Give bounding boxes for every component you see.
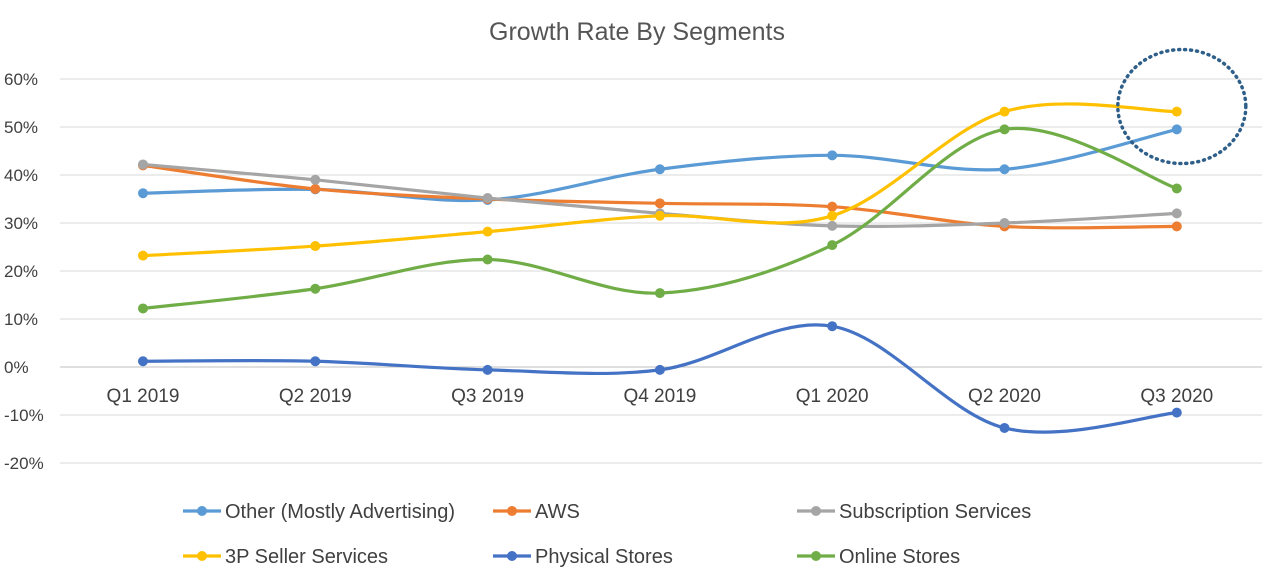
highlight-circle bbox=[1116, 47, 1248, 166]
x-tick-label: Q2 2019 bbox=[279, 386, 352, 407]
x-tick-label: Q2 2020 bbox=[968, 386, 1041, 407]
data-point bbox=[827, 210, 838, 221]
x-tick-label: Q1 2019 bbox=[107, 386, 180, 407]
y-tick-label: 50% bbox=[4, 118, 38, 137]
series-line bbox=[141, 323, 1179, 434]
data-point bbox=[827, 201, 838, 212]
y-tick-label: 30% bbox=[4, 214, 38, 233]
legend-swatch-marker bbox=[811, 506, 821, 516]
chart-title: Growth Rate By Segments bbox=[489, 18, 785, 46]
legend: Other (Mostly Advertising) AWS Subscriptio… bbox=[183, 501, 1031, 568]
y-tick-label: -10% bbox=[4, 406, 44, 425]
y-axis-ticks: 60% 50% 40% 30% 20% 10% 0% -10% -20% bbox=[4, 70, 44, 473]
data-point bbox=[827, 150, 838, 161]
legend-label: Online Stores bbox=[839, 546, 960, 568]
data-point bbox=[999, 106, 1010, 117]
legend-label: 3P Seller Services bbox=[225, 546, 388, 568]
y-tick-label: 10% bbox=[4, 310, 38, 329]
data-point bbox=[138, 188, 148, 199]
data-point bbox=[138, 250, 148, 261]
legend-swatch-marker bbox=[507, 551, 517, 561]
data-point bbox=[310, 183, 321, 194]
x-tick-label: Q3 2020 bbox=[1140, 386, 1213, 407]
data-point bbox=[999, 164, 1010, 175]
legend-swatch-marker bbox=[197, 551, 207, 561]
series-lines bbox=[141, 102, 1179, 434]
y-tick-label: 40% bbox=[4, 166, 38, 185]
data-point bbox=[654, 164, 665, 175]
data-point bbox=[138, 303, 148, 314]
data-point bbox=[482, 254, 493, 265]
data-point bbox=[482, 226, 493, 237]
y-tick-label: 20% bbox=[4, 262, 38, 281]
data-point bbox=[138, 356, 148, 367]
data-point bbox=[1171, 106, 1182, 117]
y-tick-label: 0% bbox=[4, 358, 29, 377]
legend-swatch-marker bbox=[811, 551, 821, 561]
x-tick-label: Q4 2019 bbox=[623, 386, 696, 407]
data-point bbox=[654, 210, 665, 221]
data-point bbox=[827, 240, 838, 251]
x-tick-label: Q3 2019 bbox=[451, 386, 524, 407]
x-axis-ticks: Q1 2019 Q2 2019 Q3 2019 Q4 2019 Q1 2020 Q2 20… bbox=[107, 386, 1214, 407]
legend-swatch-marker bbox=[197, 506, 207, 516]
data-point bbox=[310, 356, 321, 367]
data-point bbox=[482, 364, 493, 375]
data-point bbox=[999, 422, 1010, 433]
data-point bbox=[310, 241, 321, 252]
data-point bbox=[999, 124, 1010, 135]
data-point bbox=[827, 321, 838, 332]
y-tick-label: -20% bbox=[4, 454, 44, 473]
series-points bbox=[138, 106, 1182, 433]
data-point bbox=[310, 174, 321, 185]
data-point bbox=[999, 218, 1010, 228]
data-point bbox=[138, 159, 148, 170]
data-point bbox=[310, 283, 321, 294]
data-point bbox=[1171, 221, 1182, 232]
data-point bbox=[654, 288, 665, 299]
legend-label: Subscription Services bbox=[839, 501, 1031, 523]
data-point bbox=[1171, 407, 1182, 418]
data-point bbox=[654, 364, 665, 375]
legend-label: Other (Mostly Advertising) bbox=[225, 501, 455, 523]
data-point bbox=[1171, 124, 1182, 135]
annotation bbox=[1116, 47, 1248, 166]
data-point bbox=[1171, 183, 1182, 194]
data-point bbox=[482, 193, 493, 204]
data-point bbox=[827, 220, 838, 231]
x-tick-label: Q1 2020 bbox=[796, 386, 869, 407]
y-tick-label: 60% bbox=[4, 70, 38, 89]
data-point bbox=[1171, 208, 1182, 219]
legend-label: AWS bbox=[535, 501, 580, 523]
legend-label: Physical Stores bbox=[535, 546, 673, 568]
data-point bbox=[654, 198, 665, 209]
legend-swatch-marker bbox=[507, 506, 517, 516]
